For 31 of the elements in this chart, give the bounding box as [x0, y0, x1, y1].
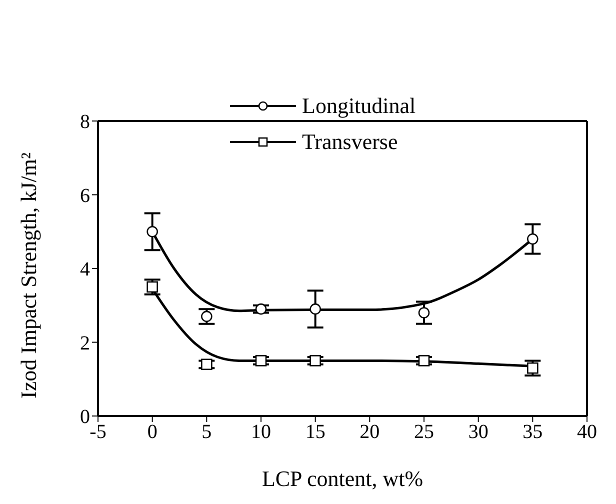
x-tick-label: 30 — [468, 421, 488, 444]
point — [418, 355, 430, 366]
y-tick-label: 2 — [80, 332, 90, 354]
point — [527, 233, 538, 245]
point — [255, 303, 267, 315]
legend-label: Transverse — [302, 129, 398, 155]
point — [310, 303, 321, 315]
x-tick-label: 0 — [147, 421, 158, 444]
point — [201, 358, 212, 370]
point — [146, 281, 158, 293]
y-axis-title: Izod Impact Strength, kJ/m² — [16, 152, 41, 398]
x-tick-label: 20 — [360, 421, 380, 444]
x-tick-label: -5 — [90, 421, 106, 444]
x-tick-label: 40 — [577, 421, 597, 444]
y-tick-label: 4 — [80, 258, 90, 281]
point — [201, 310, 212, 322]
x-tick-label: 25 — [414, 421, 434, 444]
x-tick-label: 15 — [305, 421, 326, 444]
x-tick-label: 10 — [251, 421, 271, 444]
point — [146, 226, 158, 238]
legend-label: Longitudinal — [302, 93, 416, 119]
x-axis-title: LCP content, wt% — [262, 466, 424, 491]
y-tick-label: 6 — [80, 184, 90, 207]
point — [418, 307, 430, 318]
x-tick-label: 5 — [202, 421, 212, 444]
point — [255, 355, 267, 366]
point — [527, 362, 538, 374]
x-tick-label: 35 — [522, 421, 543, 444]
y-tick-label: 0 — [80, 406, 90, 428]
y-tick-label: 8 — [80, 111, 90, 134]
point — [310, 355, 321, 366]
